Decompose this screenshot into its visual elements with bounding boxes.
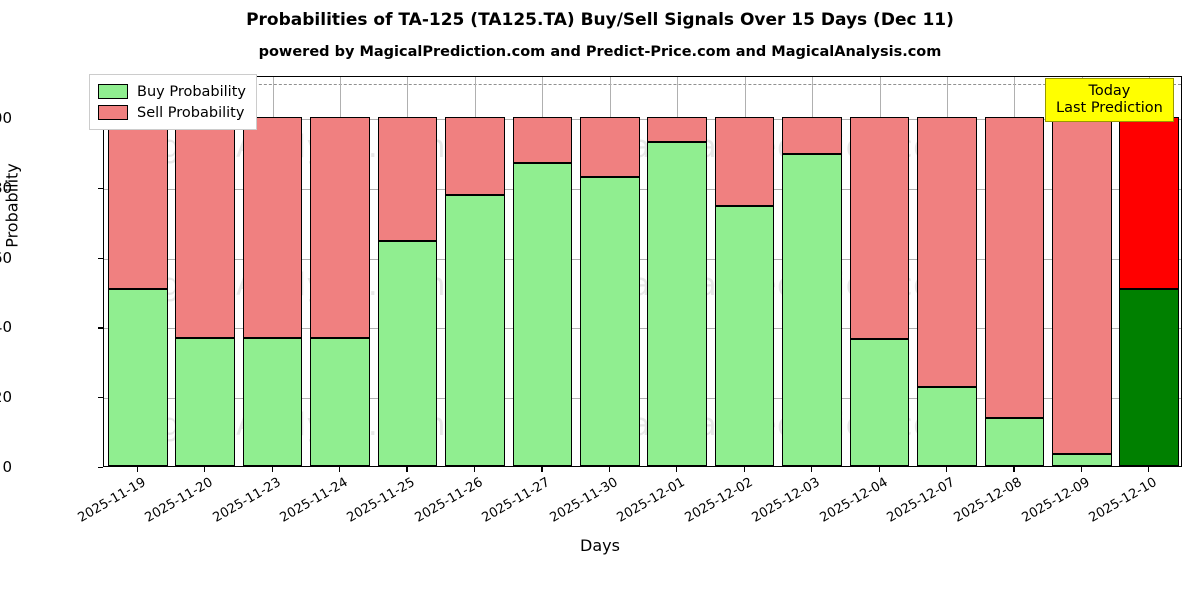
x-axis-tick-mark (541, 467, 543, 472)
legend-item-sell[interactable]: Sell Probability (98, 103, 246, 122)
y-axis-tick-label: 60 (0, 248, 12, 267)
gridline-horizontal (104, 258, 1181, 260)
bar-stack[interactable] (512, 77, 573, 466)
x-axis-tick-mark (945, 467, 948, 472)
x-axis-tick-mark (1013, 467, 1015, 472)
bar-segment-buy[interactable] (579, 177, 640, 466)
bar-segment-sell[interactable] (242, 116, 303, 338)
bar-stack[interactable] (984, 77, 1045, 466)
y-axis-tick-mark (98, 257, 103, 259)
y-axis-tick-mark (98, 187, 103, 189)
x-axis-label: Days (580, 536, 620, 555)
bar-segment-buy[interactable] (917, 386, 977, 466)
bar-stack[interactable] (579, 77, 640, 466)
bar-segment-sell[interactable] (917, 116, 977, 387)
bar-segment-sell[interactable] (984, 116, 1045, 418)
bar-segment-sell[interactable] (714, 116, 775, 207)
gridline-horizontal (104, 398, 1181, 400)
y-axis-tick-label: 20 (0, 388, 12, 407)
x-axis-tick-mark (811, 467, 813, 472)
today-annotation: Today Last Prediction (1045, 78, 1174, 123)
chart-title: Probabilities of TA-125 (TA125.TA) Buy/S… (246, 10, 954, 30)
reference-dashed-line (104, 83, 1181, 85)
legend-swatch-sell-icon (98, 105, 128, 120)
y-axis-tick-label: 100 (0, 108, 12, 127)
x-axis-tick-mark (271, 467, 273, 472)
bar-segment-buy[interactable] (1052, 454, 1112, 466)
gridline-horizontal (104, 328, 1181, 330)
bar-stack[interactable] (1119, 77, 1180, 466)
x-axis-tick-mark (1148, 467, 1150, 472)
bar-stack[interactable] (917, 77, 977, 466)
x-axis-tick-mark (204, 467, 206, 472)
y-axis-label: Probability (2, 163, 22, 248)
bar-stack[interactable] (445, 77, 505, 466)
bar-segment-buy[interactable] (242, 337, 303, 466)
bar-segment-sell[interactable] (310, 116, 370, 338)
legend-item-buy[interactable]: Buy Probability (98, 82, 246, 101)
bar-segment-sell[interactable] (107, 116, 168, 290)
bar-stack[interactable] (377, 77, 438, 466)
y-axis-tick-label: 40 (0, 318, 12, 337)
bar-stack[interactable] (1052, 77, 1112, 466)
bar-stack[interactable] (849, 77, 910, 466)
bar-segment-sell[interactable] (579, 116, 640, 178)
today-annotation-line2: Last Prediction (1056, 99, 1163, 116)
legend-swatch-buy-icon (98, 84, 128, 99)
bar-stack[interactable] (714, 77, 775, 466)
x-axis-tick-mark (1080, 467, 1083, 472)
x-axis-tick-mark (608, 467, 610, 472)
gridline-horizontal (104, 188, 1181, 190)
bar-segment-buy[interactable] (647, 142, 708, 466)
x-axis-tick-mark (743, 467, 745, 472)
bar-segment-buy[interactable] (512, 162, 573, 466)
x-axis-tick-mark (136, 467, 138, 472)
bar-segment-sell[interactable] (175, 116, 235, 338)
y-axis-tick-label: 80 (0, 178, 12, 197)
x-axis-tick-mark (406, 467, 408, 472)
bar-segment-buy[interactable] (849, 338, 910, 466)
bar-segment-buy[interactable] (377, 241, 438, 466)
x-axis-tick-mark (473, 467, 476, 472)
bar-segment-buy[interactable] (107, 289, 168, 466)
chart-subtitle: powered by MagicalPrediction.com and Pre… (258, 44, 942, 60)
x-axis-tick-mark (878, 467, 880, 472)
chart-legend: Buy Probability Sell Probability (89, 74, 257, 130)
bar-segment-sell[interactable] (377, 116, 438, 242)
bar-segment-buy[interactable] (1119, 288, 1180, 466)
y-axis-tick-mark (98, 467, 103, 469)
bar-segment-sell[interactable] (1119, 116, 1180, 289)
bar-stack[interactable] (647, 77, 708, 466)
x-axis-tick-mark (676, 467, 678, 472)
today-annotation-line1: Today (1088, 83, 1131, 99)
bar-stack[interactable] (107, 77, 168, 466)
y-axis-tick-mark (98, 397, 103, 399)
bar-segment-sell[interactable] (445, 116, 505, 195)
legend-label-sell: Sell Probability (137, 104, 245, 121)
bar-segment-sell[interactable] (782, 116, 842, 154)
bar-segment-buy[interactable] (714, 206, 775, 466)
bar-segment-sell[interactable] (849, 116, 910, 339)
bar-stack[interactable] (782, 77, 842, 466)
y-axis-tick-label: 0 (2, 458, 12, 476)
bar-stack[interactable] (310, 77, 370, 466)
bar-segment-sell[interactable] (512, 116, 573, 163)
y-axis-tick-mark (98, 327, 103, 329)
x-axis-tick-mark (339, 467, 341, 472)
bar-segment-buy[interactable] (445, 194, 505, 466)
gridline-horizontal (104, 118, 1181, 120)
bar-segment-buy[interactable] (175, 337, 235, 466)
bar-segment-buy[interactable] (782, 153, 842, 466)
bar-stack[interactable] (242, 77, 303, 466)
bar-segment-sell[interactable] (1052, 116, 1112, 455)
legend-label-buy: Buy Probability (137, 83, 246, 100)
bar-segment-sell[interactable] (647, 116, 708, 143)
bar-segment-buy[interactable] (310, 337, 370, 466)
bar-stack[interactable] (175, 77, 235, 466)
bar-segment-buy[interactable] (984, 417, 1045, 466)
